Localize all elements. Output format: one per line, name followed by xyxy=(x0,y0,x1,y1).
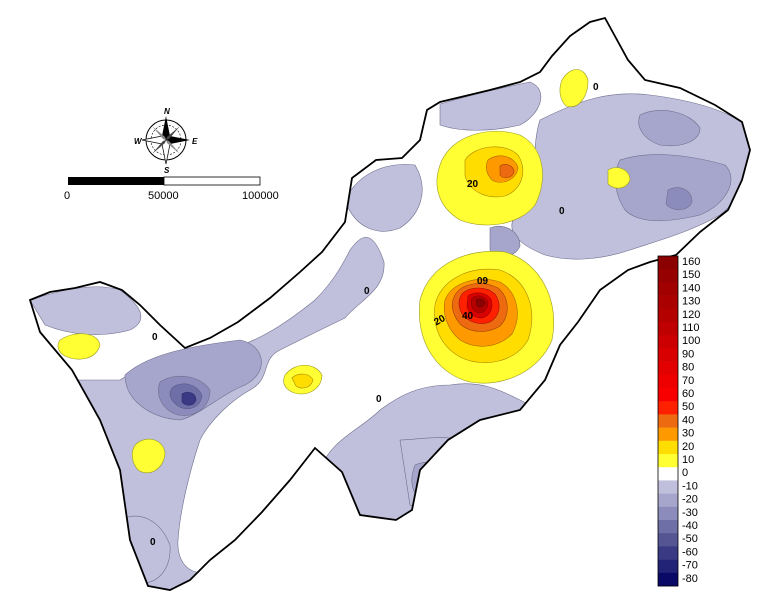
legend-swatch xyxy=(658,361,678,376)
compass-east: E xyxy=(192,137,198,146)
legend-label: 150 xyxy=(682,269,700,281)
negative-zone xyxy=(344,164,423,232)
negative-zone-20 xyxy=(638,110,701,147)
contour-label: 0 xyxy=(593,82,599,93)
compass-north: N xyxy=(164,107,170,116)
legend-swatch xyxy=(658,533,678,547)
compass-west: W xyxy=(134,137,143,146)
legend-label: -10 xyxy=(682,480,698,492)
legend-swatch xyxy=(658,440,678,455)
legend-label: -40 xyxy=(682,520,698,532)
negative-zone-20 xyxy=(615,154,732,222)
legend-label: 50 xyxy=(682,401,694,413)
contour-label: 0 xyxy=(559,206,565,217)
scale-label: 100000 xyxy=(242,190,279,202)
legend-label: 90 xyxy=(682,348,694,360)
legend-swatch xyxy=(658,506,678,521)
legend-label: -80 xyxy=(682,573,698,585)
contour-labels: 20 60 40 20 0 0 0 0 0 0 xyxy=(150,82,599,548)
legend-label: 0 xyxy=(682,467,688,479)
legend-swatch xyxy=(658,322,678,336)
positive-zone-10 xyxy=(131,438,166,474)
legend-label: -60 xyxy=(682,546,698,558)
contour-label: 0 xyxy=(376,394,382,405)
scale-bar: 0 50000 100000 xyxy=(64,176,279,202)
legend-label: 120 xyxy=(682,309,700,321)
positive-zone-40 xyxy=(499,164,515,179)
legend-swatch xyxy=(658,467,678,481)
legend-swatch xyxy=(658,454,678,468)
legend-label: 140 xyxy=(682,282,700,294)
legend-swatch xyxy=(658,480,678,494)
legend-swatch xyxy=(658,348,678,362)
legend-label: -20 xyxy=(682,494,698,506)
legend-swatch xyxy=(658,256,678,270)
legend-swatch xyxy=(658,335,678,349)
legend-swatch xyxy=(658,572,678,587)
positive-zone-20 xyxy=(291,373,314,389)
negative-zone-30 xyxy=(665,187,693,211)
legend-label: 80 xyxy=(682,362,694,374)
legend-swatch xyxy=(658,282,678,296)
contour-label: 0 xyxy=(364,286,370,297)
legend-label: -30 xyxy=(682,507,698,519)
legend-label: 10 xyxy=(682,454,694,466)
legend-label: -70 xyxy=(682,560,698,572)
legend-label: 100 xyxy=(682,335,700,347)
legend-swatch xyxy=(658,295,678,310)
scale-label: 50000 xyxy=(148,190,179,202)
legend-swatch xyxy=(658,269,678,283)
legend-swatch xyxy=(658,520,678,534)
legend-swatch xyxy=(658,401,678,415)
compass-rose-icon: N S E W xyxy=(134,107,198,175)
positive-zone-10 xyxy=(607,167,631,189)
legend-swatch xyxy=(658,559,678,574)
legend-swatch xyxy=(658,388,678,402)
legend-label: 160 xyxy=(682,256,700,268)
contour-label: 20 xyxy=(467,179,479,190)
contour-label: 40 xyxy=(462,311,474,322)
legend-swatch xyxy=(658,374,678,389)
legend-swatch xyxy=(658,414,678,428)
legend-label: 110 xyxy=(682,322,700,334)
legend-swatch xyxy=(658,546,678,560)
legend-label: 70 xyxy=(682,375,694,387)
legend-swatch xyxy=(658,427,678,442)
legend-label: 20 xyxy=(682,441,694,453)
positive-zone-10 xyxy=(57,333,101,360)
compass-south: S xyxy=(164,166,170,175)
positive-zone-10 xyxy=(559,69,589,108)
contour-label: 20 xyxy=(432,313,448,328)
legend-swatch xyxy=(658,493,678,508)
legend-label: -50 xyxy=(682,533,698,545)
scale-label: 0 xyxy=(64,190,70,202)
legend-swatch xyxy=(658,308,678,323)
legend-label: 40 xyxy=(682,414,694,426)
legend-label: 60 xyxy=(682,388,694,400)
color-legend: 1601501401301201101009080706050403020100… xyxy=(657,255,700,587)
positive-zone-160 xyxy=(475,298,486,308)
legend-label: 130 xyxy=(682,296,700,308)
contour-label: 60 xyxy=(476,274,488,285)
contour-label: 0 xyxy=(150,537,156,548)
negative-zone-60 xyxy=(181,391,197,406)
legend-label: 30 xyxy=(682,428,694,440)
region-boundary xyxy=(28,16,751,591)
contour-label: 0 xyxy=(152,332,158,343)
